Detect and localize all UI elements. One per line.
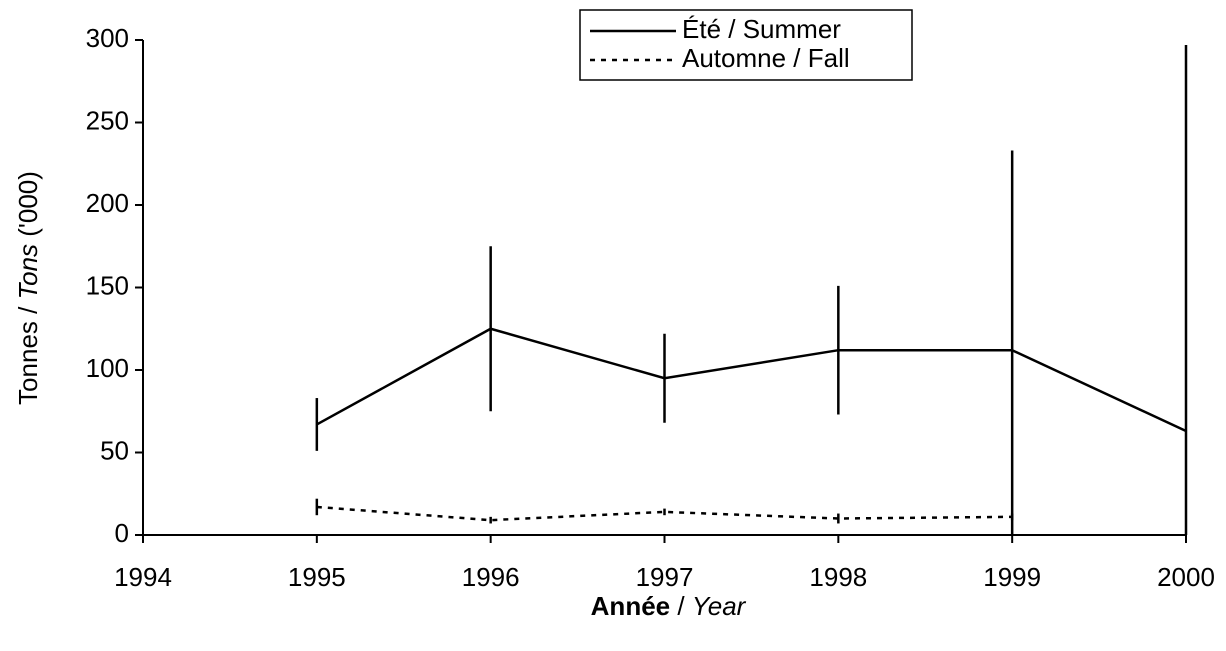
x-tick-label: 1998 bbox=[809, 562, 867, 592]
y-tick-label: 300 bbox=[86, 23, 129, 53]
y-tick-label: 100 bbox=[86, 353, 129, 383]
legend-box bbox=[579, 9, 913, 81]
y-tick-label: 250 bbox=[86, 105, 129, 135]
x-tick-label: 1996 bbox=[462, 562, 520, 592]
y-label-part: / bbox=[13, 306, 43, 314]
x-tick-label: 1994 bbox=[114, 562, 172, 592]
y-label-part: ('000) bbox=[13, 171, 43, 237]
x-tick-label: 1995 bbox=[288, 562, 346, 592]
x-tick-label: 1999 bbox=[983, 562, 1041, 592]
y-tick-label: 0 bbox=[115, 518, 129, 548]
series-line bbox=[316, 327, 1187, 433]
x-label-part: Year bbox=[692, 591, 747, 621]
x-label-part: / bbox=[677, 591, 685, 621]
y-label-part: Tonnes bbox=[13, 321, 43, 405]
y-tick-label: 150 bbox=[86, 270, 129, 300]
y-tick-label: 50 bbox=[100, 435, 129, 465]
y-axis-label: Tonnes / Tons ('000) bbox=[13, 171, 43, 405]
legend-label: Été / Summer bbox=[682, 14, 841, 44]
x-axis-label: Année / Year bbox=[591, 591, 747, 621]
x-tick-label: 2000 bbox=[1157, 562, 1215, 592]
x-label-part: Année bbox=[591, 591, 670, 621]
x-tick-label: 1997 bbox=[636, 562, 694, 592]
legend-label: Automne / Fall bbox=[682, 43, 850, 73]
y-label-part: Tons bbox=[13, 244, 43, 299]
y-tick-label: 200 bbox=[86, 188, 129, 218]
